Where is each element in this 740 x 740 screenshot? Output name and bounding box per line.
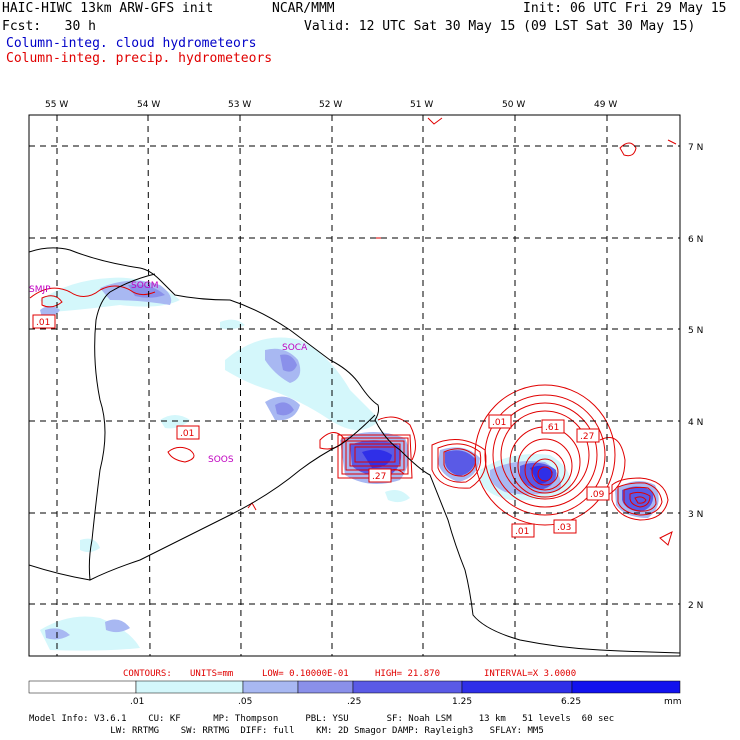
contour-info: CONTOURS: UNITS=mm LOW= 0.10000E-01 HIGH… [123, 669, 576, 679]
lat-label: 4 N [688, 418, 703, 428]
field-precip-label: Column-integ. precip. hydrometeors [6, 51, 273, 66]
colorbar-label: 6.25 [561, 697, 581, 707]
svg-text:.27: .27 [580, 432, 594, 442]
station-label: SOCA [282, 343, 308, 353]
lat-label: 2 N [688, 601, 703, 611]
contour-info-units: UNITS=mm [190, 669, 233, 679]
svg-text:.03: .03 [557, 523, 571, 533]
svg-text:.61: .61 [545, 423, 559, 433]
map-fill-layer [29, 115, 680, 656]
lon-label: 50 W [502, 100, 525, 110]
contour-info-interval: INTERVAL=X 3.0000 [484, 669, 576, 679]
lat-label: 7 N [688, 143, 703, 153]
contour-label-box: .01 [511, 523, 535, 538]
contour-labels: .01 .01 .01 .27 .61 .27 .09 .01 .03 [32, 314, 610, 538]
valid-time: Valid: 12 UTC Sat 30 May 15 (09 LST Sat … [304, 19, 696, 34]
colorbar-label: .25 [347, 697, 361, 707]
station-label: SMJP [29, 285, 51, 295]
station-labels: SMJP SOGM SOCA SOOS [29, 281, 308, 465]
svg-text:.09: .09 [590, 490, 605, 500]
svg-text:.01: .01 [36, 318, 50, 328]
colorbar-label: .01 [130, 697, 144, 707]
contour-label-box: .03 [553, 519, 577, 534]
map-frame [28, 114, 681, 657]
model-title: HAIC-HIWC 13km ARW-GFS init [2, 1, 214, 16]
contour-label-box: .09 [586, 486, 610, 501]
contour-label-box: .01 [32, 314, 56, 329]
lat-label: 6 N [688, 235, 703, 245]
field-cloud-label: Column-integ. cloud hydrometeors [6, 36, 257, 51]
org-label: NCAR/MMM [272, 1, 335, 16]
init-time: Init: 06 UTC Fri 29 May 15 [523, 1, 727, 16]
contour-label-box: .27 [368, 468, 392, 483]
lon-label: 52 W [319, 100, 342, 110]
colorbar-unit: mm [664, 697, 682, 707]
contour-label-box: .61 [541, 419, 565, 434]
svg-text:.01: .01 [492, 418, 506, 428]
model-info-line1: Model Info: V3.6.1 CU: KF MP: Thompson P… [29, 714, 614, 724]
coastline [29, 247, 680, 654]
lon-label: 51 W [410, 100, 433, 110]
forecast-hour: Fcst: 30 h [2, 19, 96, 34]
contour-label-box: .27 [576, 428, 600, 443]
colorbar [28, 680, 681, 694]
model-info: Model Info: V3.6.1 CU: KF MP: Thompson P… [29, 714, 614, 736]
lat-lon-grid [29, 115, 680, 656]
lat-labels: 7 N 6 N 5 N 4 N 3 N 2 N [688, 143, 703, 611]
lon-label: 55 W [45, 100, 68, 110]
colorbar-labels: .01 .05 .25 1.25 6.25 mm [130, 697, 682, 707]
colorbar-label: 1.25 [452, 697, 472, 707]
svg-text:.27: .27 [372, 472, 386, 482]
station-label: SOOS [208, 455, 234, 465]
colorbar-label: .05 [238, 697, 252, 707]
model-info-line2: LW: RRTMG SW: RRTMG DIFF: full KM: 2D Sm… [29, 726, 544, 736]
station-label: SOGM [131, 281, 159, 291]
lon-label: 49 W [594, 100, 617, 110]
contour-label-box: .01 [176, 425, 200, 440]
lon-label: 54 W [137, 100, 160, 110]
contour-info-contours: CONTOURS: [123, 669, 172, 679]
svg-text:.01: .01 [515, 527, 529, 537]
lon-label: 53 W [228, 100, 251, 110]
svg-text:.01: .01 [180, 429, 194, 439]
lat-label: 5 N [688, 326, 703, 336]
lat-label: 3 N [688, 510, 703, 520]
cloud-shading [40, 277, 659, 651]
precip-contours [29, 117, 677, 546]
contour-label-box: .01 [488, 414, 512, 429]
contour-info-high: HIGH= 21.870 [375, 669, 440, 679]
contour-info-low: LOW= 0.10000E-01 [262, 669, 349, 679]
lon-labels: 55 W 54 W 53 W 52 W 51 W 50 W 49 W [45, 100, 617, 110]
